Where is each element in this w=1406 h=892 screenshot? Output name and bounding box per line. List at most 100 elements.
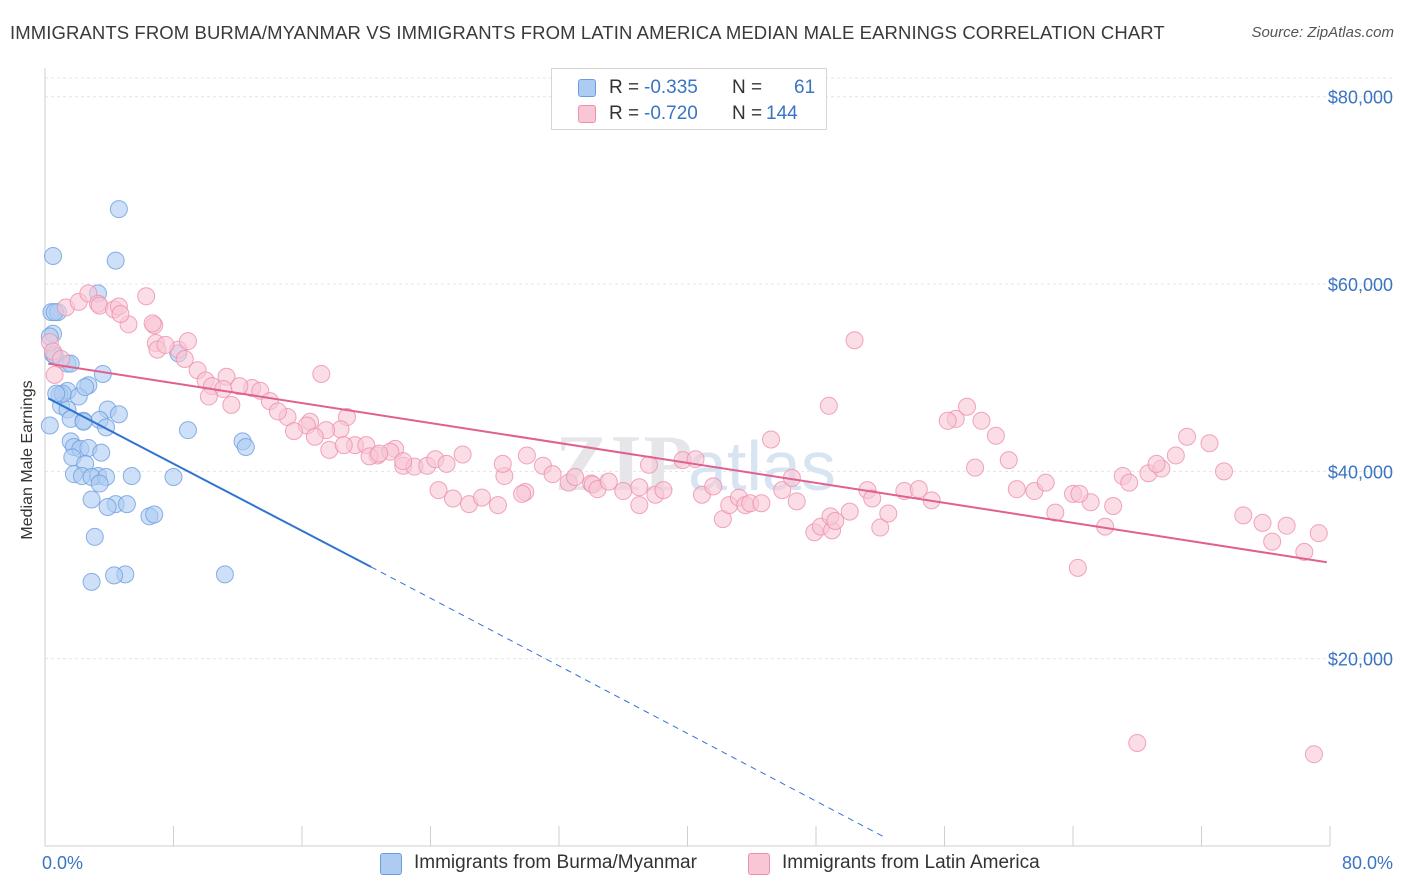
burma-point	[40, 416, 59, 435]
burma-point	[82, 572, 101, 591]
burma-point	[109, 200, 128, 219]
burma-trend-line	[47, 397, 372, 568]
latin-america-point	[826, 512, 845, 531]
burma-point	[82, 490, 101, 509]
trend-lines	[47, 362, 1327, 838]
latin-america-point	[222, 395, 241, 414]
chart-title: IMMIGRANTS FROM BURMA/MYANMAR VS IMMIGRA…	[10, 22, 1165, 43]
burma-points	[40, 200, 255, 591]
latin-america-point	[938, 411, 957, 430]
r-label: R =	[609, 77, 640, 98]
burma-point	[105, 566, 124, 585]
latin-america-point	[52, 349, 71, 368]
latin-america-swatch	[748, 853, 770, 875]
burma-point	[92, 443, 111, 462]
latin-america-point	[1304, 745, 1323, 764]
latin-america-point	[879, 504, 898, 523]
burma-point	[90, 474, 109, 493]
latin-america-point	[840, 502, 859, 521]
burma-point	[109, 405, 128, 424]
n-value: 144	[766, 103, 798, 124]
latin-america-point	[972, 411, 991, 430]
latin-america-point	[762, 430, 781, 449]
burma-point	[85, 527, 104, 546]
burma-point	[98, 497, 117, 516]
latin-america-point	[614, 482, 633, 501]
r-value: -0.720	[644, 103, 698, 124]
gridlines	[45, 77, 1392, 660]
y-tick-label: $60,000	[1328, 275, 1393, 295]
axes	[44, 68, 1331, 847]
latin-america-point	[472, 488, 491, 507]
latin-america-point	[819, 396, 838, 415]
latin-america-point	[370, 444, 389, 463]
latin-america-point	[1104, 497, 1123, 516]
latin-america-point	[334, 436, 353, 455]
latin-america-point	[453, 445, 472, 464]
legend-label-burma: Immigrants from Burma/Myanmar	[414, 852, 697, 873]
latin-america-point	[394, 452, 413, 471]
latin-america-point	[1068, 558, 1087, 577]
latin-america-point	[1070, 484, 1089, 503]
latin-america-point	[1263, 532, 1282, 551]
latin-america-point	[1295, 542, 1314, 561]
n-label: N =	[732, 77, 763, 98]
latin-america-point	[513, 484, 532, 503]
correlation-legend: R = -0.335 N = 61 R = -0.720 N = 144	[551, 68, 827, 130]
latin-america-point	[630, 478, 649, 497]
latin-america-point	[1234, 506, 1253, 525]
burma-point	[76, 378, 95, 397]
latin-america-point	[845, 331, 864, 350]
tick-labels: $20,000 $40,000 $60,000 $80,000 0.0% 80.0%	[42, 88, 1393, 873]
burma-point	[215, 565, 234, 584]
latin-america-point	[909, 480, 928, 499]
burma-point	[236, 438, 255, 457]
latin-america-point	[1128, 733, 1147, 752]
burma-trend-extension	[370, 566, 884, 838]
latin-america-point	[787, 492, 806, 511]
latin-america-point	[1120, 473, 1139, 492]
latin-america-point	[230, 377, 249, 396]
burma-point	[145, 505, 164, 524]
latin-america-point	[45, 365, 64, 384]
latin-america-point	[1253, 513, 1272, 532]
latin-america-point	[957, 397, 976, 416]
latin-america-point	[178, 332, 197, 351]
latin-america-point	[305, 427, 324, 446]
y-tick-label: $40,000	[1328, 462, 1393, 482]
n-label: N =	[732, 103, 763, 124]
latin-america-point	[566, 467, 585, 486]
latin-america-point	[137, 287, 156, 306]
latin-america-point	[1200, 434, 1219, 453]
burma-point	[117, 495, 136, 514]
latin-america-point	[312, 364, 331, 383]
latin-america-point	[1147, 454, 1166, 473]
latin-america-point	[1309, 524, 1328, 543]
latin-america-point	[1166, 446, 1185, 465]
x-tick-label: 80.0%	[1342, 853, 1393, 873]
x-tick-label: 0.0%	[42, 853, 83, 873]
latin-america-point	[986, 426, 1005, 445]
latin-america-point	[143, 314, 162, 333]
latin-america-point	[773, 481, 792, 500]
latin-america-point	[437, 454, 456, 473]
burma-point	[97, 418, 116, 437]
y-tick-label: $80,000	[1328, 88, 1393, 108]
burma-point	[164, 467, 183, 486]
latin-america-points	[40, 284, 1328, 764]
latin-america-point	[599, 472, 618, 491]
latin-america-point	[966, 458, 985, 477]
latin-america-point	[1178, 427, 1197, 446]
latin-america-point	[1214, 462, 1233, 481]
burma-point	[44, 246, 63, 265]
latin-america-point	[543, 465, 562, 484]
latin-america-point	[704, 477, 723, 496]
latin-america-point	[268, 402, 287, 421]
latin-america-point	[493, 454, 512, 473]
burma-point	[106, 251, 125, 270]
latin-america-point	[443, 489, 462, 508]
latin-america-point	[1007, 480, 1026, 499]
legend-label-latin-america: Immigrants from Latin America	[782, 852, 1040, 873]
latin-america-point	[752, 494, 771, 513]
